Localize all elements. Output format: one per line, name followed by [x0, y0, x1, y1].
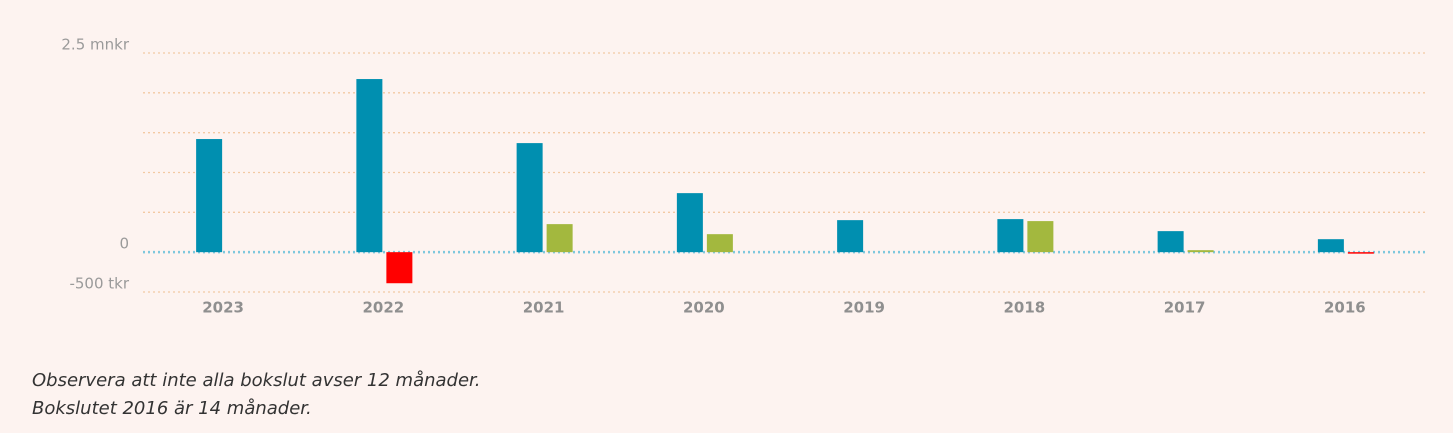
chart: -500 tkr 0 2.5 mnkr 2023 2022 2021 2020 2019 201…: [61, 36, 1425, 317]
bar: [1157, 231, 1184, 253]
x-tick-label: 2017: [1164, 299, 1206, 317]
y-tick-label: 2.5 mnkr: [61, 36, 129, 54]
bar: [1027, 221, 1054, 253]
y-tick-label: -500 tkr: [69, 275, 129, 293]
x-tick-label: 2020: [683, 299, 725, 317]
x-tick-label: 2018: [1004, 299, 1046, 317]
bar: [196, 139, 223, 253]
bar: [356, 79, 383, 253]
footnote: Bokslutet 2016 är 14 månader.: [32, 398, 312, 419]
bar: [1187, 250, 1214, 253]
x-tick-label: 2021: [523, 299, 565, 317]
bar: [546, 224, 573, 253]
x-tick-label: 2016: [1324, 299, 1366, 317]
bar: [997, 219, 1024, 253]
bar: [516, 143, 543, 253]
bar: [706, 234, 733, 253]
bar: [1347, 252, 1374, 254]
bar: [837, 220, 864, 253]
x-tick-label: 2019: [843, 299, 885, 317]
x-tick-label: 2022: [363, 299, 405, 317]
footnote: Observera att inte alla bokslut avser 12…: [32, 370, 481, 391]
x-tick-label: 2023: [202, 299, 244, 317]
bar: [1317, 239, 1344, 253]
bar: [676, 193, 703, 253]
y-tick-label: 0: [119, 235, 129, 253]
bar: [386, 252, 413, 284]
